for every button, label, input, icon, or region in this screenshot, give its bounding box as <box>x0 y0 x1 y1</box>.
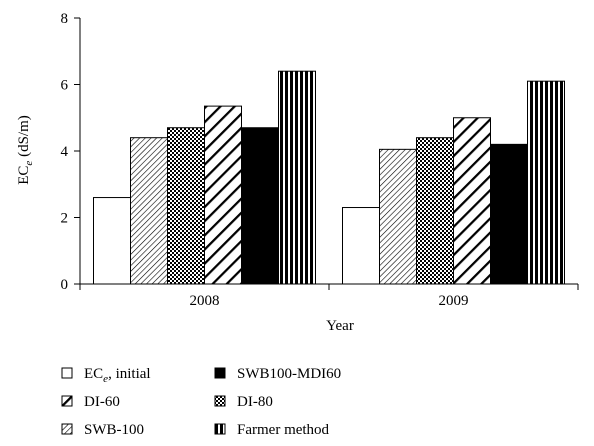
legend-swatch <box>214 367 226 379</box>
bar <box>379 148 417 285</box>
bar <box>490 143 528 285</box>
bar <box>93 197 131 285</box>
y-tick-label: 0 <box>61 277 69 293</box>
y-tick-label: 4 <box>61 144 69 160</box>
legend-item: SWB-100 <box>61 422 144 438</box>
legend-swatch <box>61 423 73 435</box>
legend-label: Farmer method <box>237 422 330 438</box>
legend-label: DI-80 <box>237 394 273 410</box>
y-axis-title-main: EC <box>16 166 32 185</box>
legend-item: DI-80 <box>214 394 273 410</box>
legend-swatch <box>214 395 226 407</box>
legend-item: Farmer method <box>214 422 330 438</box>
x-axis-title: Year <box>326 318 354 334</box>
y-tick-label: 6 <box>61 78 69 94</box>
y-axis: 0 2 4 6 8 <box>61 11 81 293</box>
x-axis: 2008 2009 <box>79 283 579 309</box>
legend-label: ECe, initial <box>84 366 151 385</box>
bar <box>204 105 242 285</box>
legend-label: SWB-100 <box>84 422 144 438</box>
x-tick-label: 2009 <box>439 293 469 309</box>
legend-label: SWB100-MDI60 <box>237 366 341 382</box>
legend-item: SWB100-MDI60 <box>214 366 341 382</box>
bar <box>342 207 380 285</box>
y-tick-label: 2 <box>61 211 69 227</box>
legend-swatch <box>214 423 226 435</box>
bar <box>527 80 565 285</box>
legend-swatch <box>61 395 73 407</box>
y-tick-label: 8 <box>61 11 69 27</box>
y-axis-title: ECe (dS/m) <box>16 115 35 184</box>
bar <box>453 117 491 285</box>
legend-swatch <box>61 367 73 379</box>
legend-item: ECe, initial <box>61 366 151 385</box>
legend-item: DI-60 <box>61 394 120 410</box>
bars <box>93 70 565 285</box>
bar <box>241 127 279 285</box>
x-tick-label: 2008 <box>190 293 220 309</box>
legend-label: DI-60 <box>84 394 120 410</box>
bar <box>130 137 168 285</box>
y-axis-title-unit: (dS/m) <box>16 115 32 160</box>
legend: ECe, initial SWB100-MDI60 DI-60 DI-80 SWB-10… <box>61 366 341 438</box>
y-axis-title-sub: e <box>23 161 35 166</box>
bar <box>167 127 205 285</box>
bar <box>278 70 316 285</box>
bar <box>416 137 454 285</box>
